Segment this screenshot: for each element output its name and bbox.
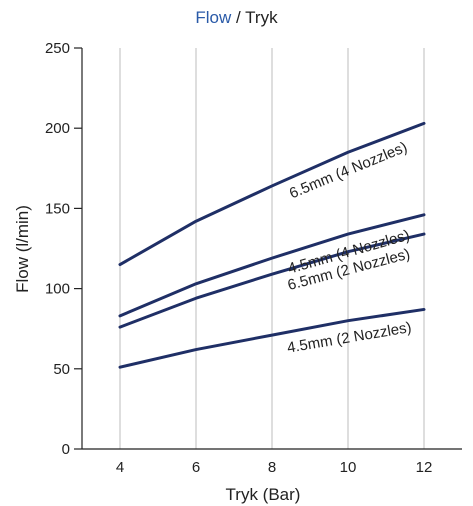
series-line-4 bbox=[118, 307, 426, 369]
series-label-4: 4.5mm (2 Nozzles) bbox=[286, 319, 413, 357]
series-line-2 bbox=[118, 213, 426, 318]
x-tick-label-8: 8 bbox=[268, 459, 276, 476]
chart-title-tryk: Tryk bbox=[245, 8, 278, 27]
x-tick-label-6: 6 bbox=[192, 459, 200, 476]
y-axis-label: Flow (l/min) bbox=[13, 205, 32, 293]
y-tick-label-200: 200 bbox=[45, 120, 70, 137]
y-tick-label-50: 50 bbox=[53, 361, 70, 378]
x-tick-label-12: 12 bbox=[416, 459, 433, 476]
y-tick-label-150: 150 bbox=[45, 200, 70, 217]
ticks-layer: 0 50 100 150 200 250 4 6 8 10 12 bbox=[45, 40, 432, 476]
x-tick-label-10: 10 bbox=[340, 459, 357, 476]
chart-title-separator: / bbox=[231, 8, 246, 27]
y-tick-label-100: 100 bbox=[45, 281, 70, 298]
grid-layer bbox=[119, 48, 425, 449]
series-line-3 bbox=[118, 232, 426, 329]
y-tick-label-250: 250 bbox=[45, 40, 70, 57]
series-layer bbox=[118, 121, 426, 369]
x-tick-label-4: 4 bbox=[116, 459, 124, 476]
axes-layer bbox=[81, 48, 462, 450]
x-axis-label: Tryk (Bar) bbox=[226, 485, 301, 504]
y-tick-label-0: 0 bbox=[62, 441, 70, 458]
chart-title: Flow / Tryk bbox=[0, 8, 473, 28]
series-line-1 bbox=[118, 121, 426, 267]
chart-title-flow: Flow bbox=[195, 8, 232, 27]
